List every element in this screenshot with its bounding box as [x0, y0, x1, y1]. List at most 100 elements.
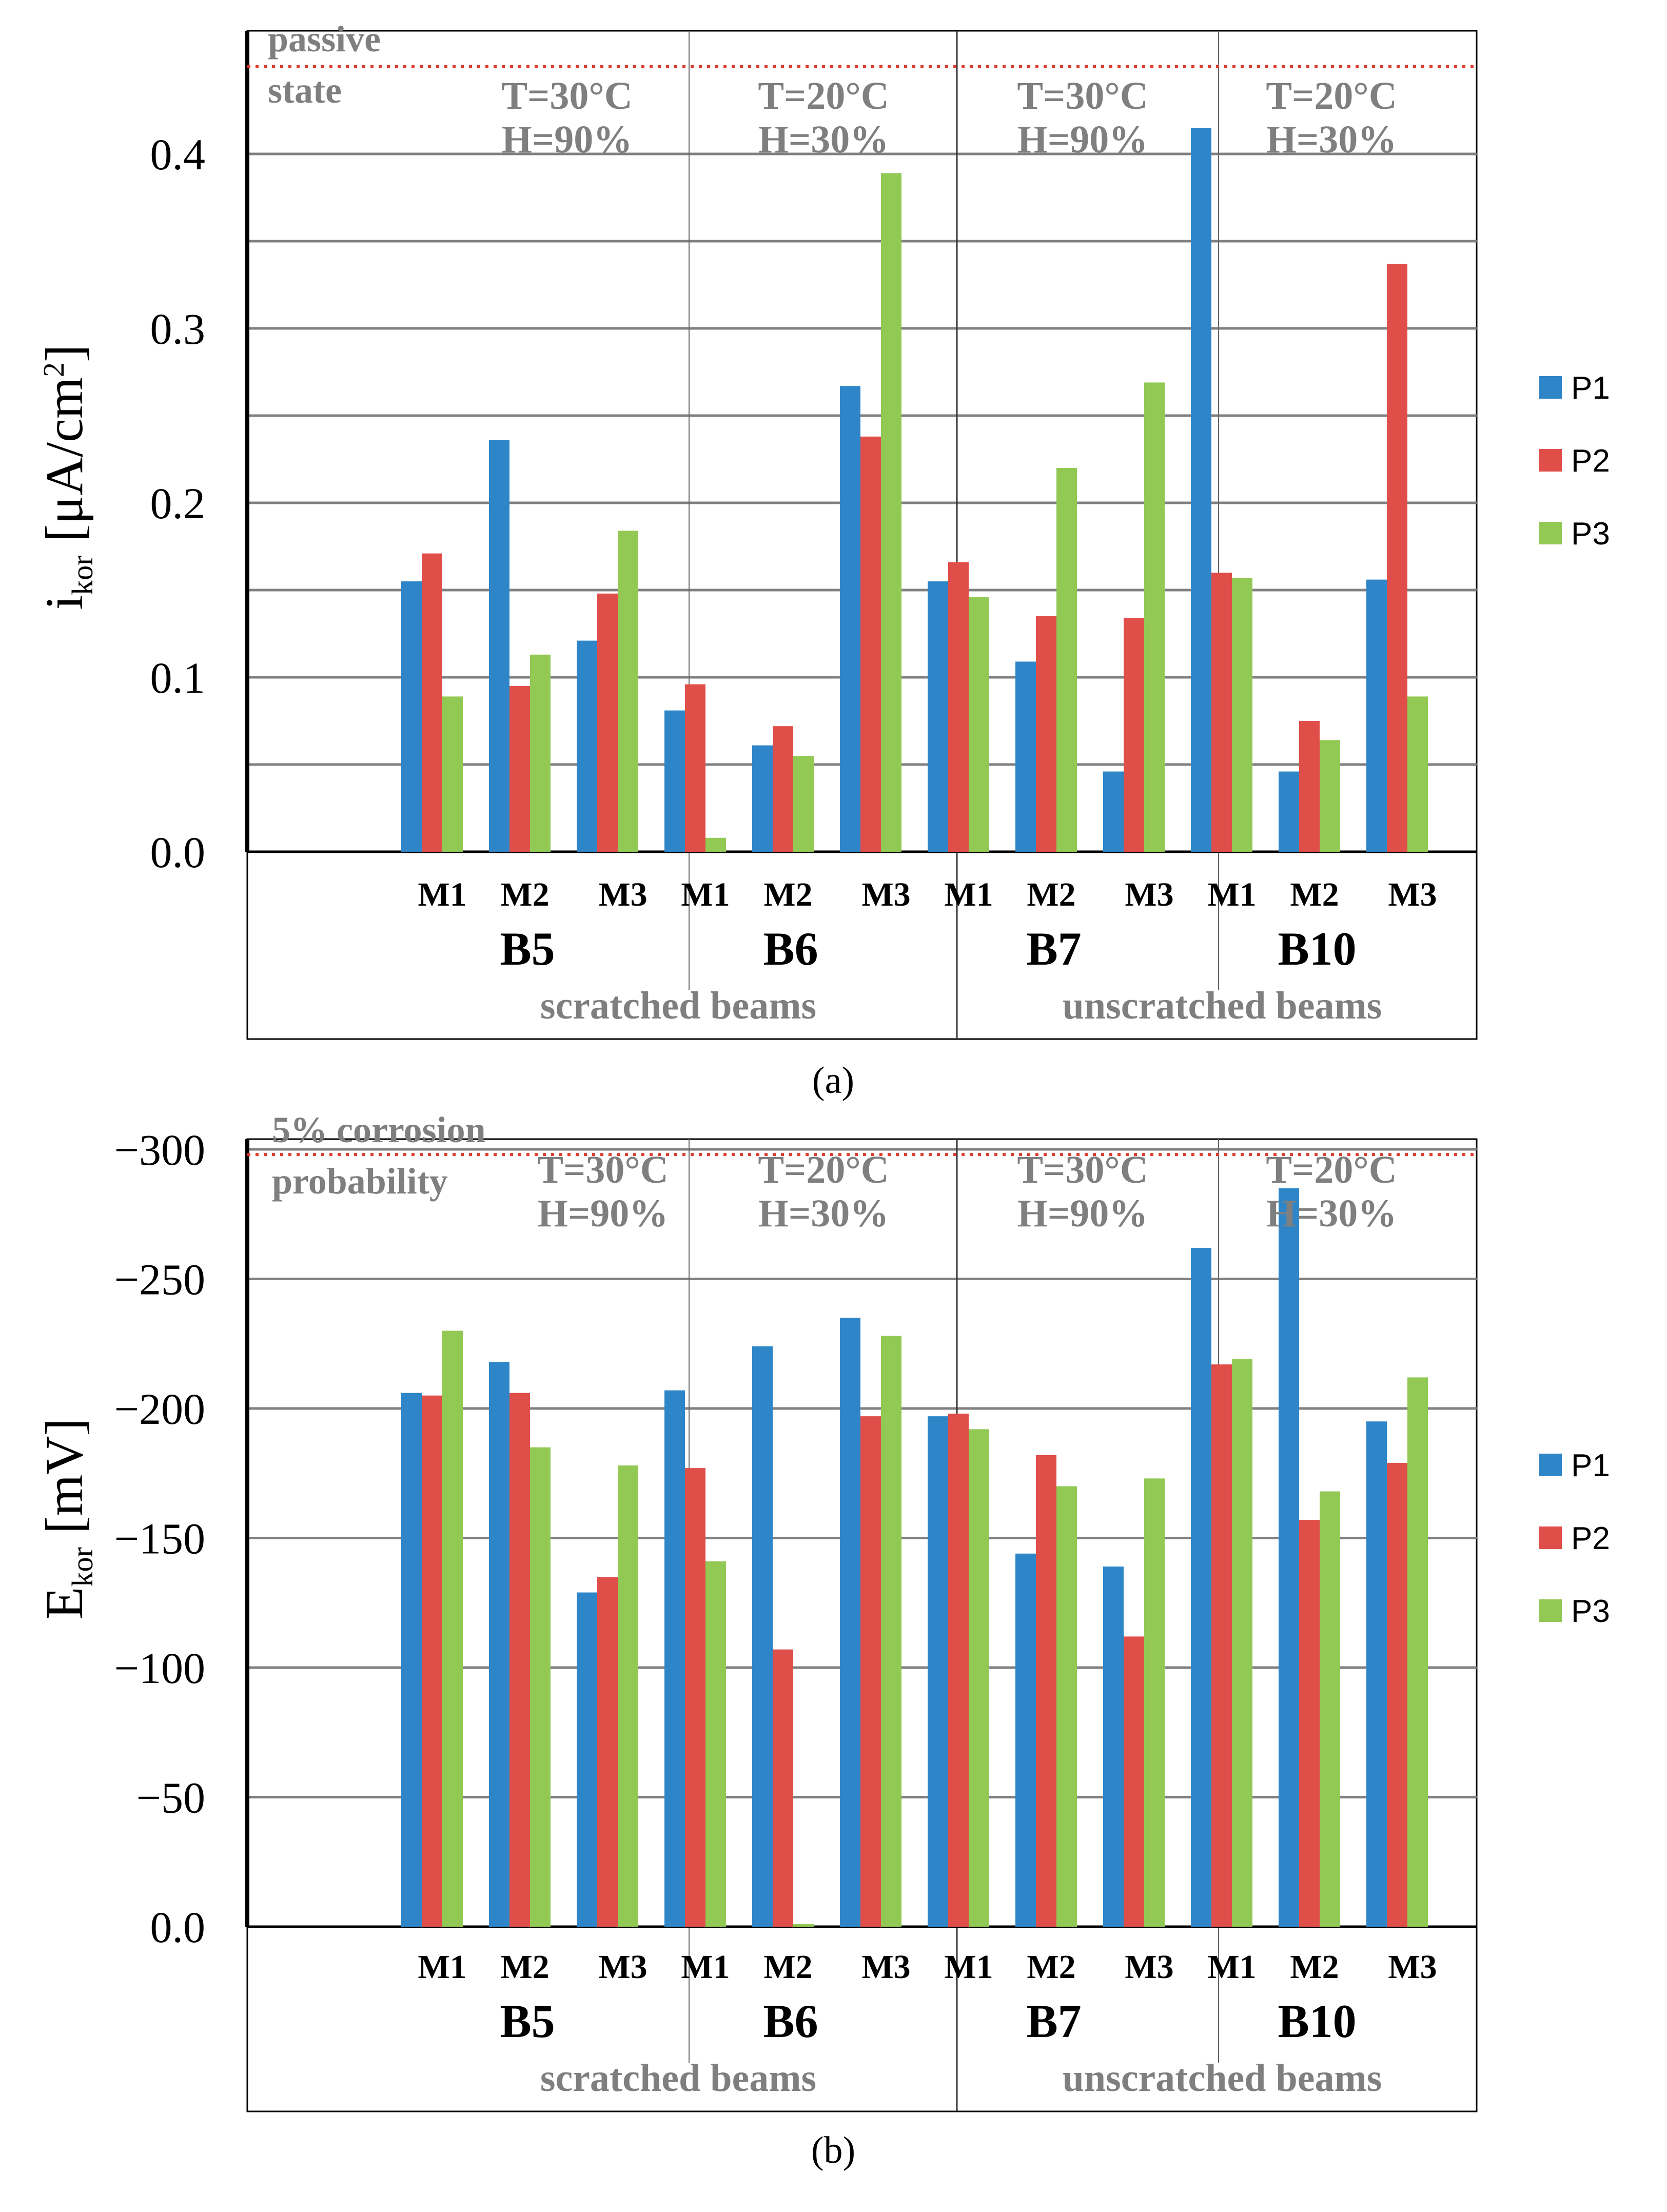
y-tick-label: −100	[114, 1643, 205, 1693]
legend-label: P3	[1571, 516, 1610, 552]
y-axis-title-unit: [mV]	[35, 1418, 94, 1547]
bar-b10-m1-p3	[1232, 1359, 1252, 1927]
bar-b7-m1-p1	[928, 1416, 948, 1927]
y-tick-label: −300	[114, 1125, 205, 1174]
beam-label: B6	[763, 1995, 818, 2047]
bar-b5-m1-p3	[442, 1330, 463, 1927]
measurement-label: M2	[1290, 876, 1339, 913]
condition-label: H=30%	[1266, 118, 1397, 161]
measurement-label: M2	[763, 876, 812, 913]
measurement-label: M3	[1125, 1948, 1173, 1986]
condition-label: T=20°C	[758, 1148, 889, 1191]
panel-caption: (b)	[811, 2129, 855, 2171]
measurement-label: M2	[1027, 1948, 1075, 1986]
y-tick-label: 0.1	[150, 653, 206, 702]
y-axis-title: Ekor [mV]	[35, 1418, 99, 1619]
legend-swatch-p3	[1539, 1599, 1562, 1622]
condition-label: T=20°C	[1266, 74, 1397, 118]
condition-label: T=30°C	[537, 1148, 668, 1191]
bar-b5-m2-p1	[489, 1362, 509, 1927]
measurement-label: M3	[861, 1948, 910, 1986]
bar-b5-m3-p2	[597, 1577, 618, 1927]
bar-b5-m3-p2	[597, 593, 618, 852]
bar-b7-m2-p3	[1056, 468, 1077, 852]
bar-b10-m3-p1	[1366, 1421, 1387, 1927]
condition-label: T=30°C	[1017, 74, 1148, 118]
bar-b6-m1-p2	[685, 684, 705, 852]
legend-label: P3	[1571, 1594, 1610, 1629]
bar-b5-m2-p3	[530, 654, 551, 852]
bar-b7-m3-p1	[1103, 1567, 1124, 1927]
bar-b7-m3-p3	[1144, 382, 1165, 852]
bar-b10-m3-p2	[1387, 264, 1407, 852]
bar-b7-m1-p2	[948, 562, 969, 852]
bar-b10-m3-p2	[1387, 1463, 1407, 1927]
measurement-label: M2	[500, 876, 549, 913]
panel-caption: (a)	[812, 1060, 854, 1102]
y-axis-title-main: E	[35, 1587, 94, 1620]
y-tick-label: −50	[136, 1773, 205, 1823]
y-tick-label: −250	[114, 1255, 205, 1304]
legend-swatch-p1	[1539, 1454, 1562, 1476]
bar-b7-m3-p3	[1144, 1478, 1165, 1927]
bar-b6-m1-p3	[705, 1561, 726, 1927]
legend-label: P2	[1571, 443, 1610, 479]
y-tick-label: 0.3	[150, 304, 206, 354]
beam-label: B5	[500, 923, 555, 975]
bar-b10-m3-p3	[1407, 1377, 1428, 1927]
condition-label: T=20°C	[758, 74, 889, 118]
legend-swatch-p1	[1539, 376, 1562, 399]
group-label: unscratched beams	[1063, 984, 1382, 1027]
beam-label: B5	[500, 1995, 555, 2047]
measurement-label: M3	[598, 876, 647, 913]
bar-b10-m2-p3	[1320, 1491, 1340, 1927]
measurement-label: M1	[944, 876, 993, 913]
bar-b6-m1-p1	[664, 710, 685, 852]
threshold-label: state	[268, 70, 342, 111]
beam-label: B7	[1026, 923, 1081, 975]
bar-b6-m3-p1	[840, 386, 860, 852]
measurement-label: M2	[1027, 876, 1075, 913]
bar-b10-m3-p3	[1407, 696, 1428, 852]
measurement-label: M1	[1207, 876, 1256, 913]
measurement-label: M3	[598, 1948, 647, 1986]
bar-b5-m3-p1	[577, 640, 597, 852]
bar-b7-m3-p1	[1103, 771, 1124, 852]
bar-b10-m1-p1	[1191, 1247, 1211, 1927]
threshold-label: passive	[268, 18, 381, 60]
measurement-label: M1	[418, 1948, 466, 1986]
bar-b7-m3-p2	[1124, 618, 1144, 852]
bar-b5-m1-p1	[401, 1393, 422, 1927]
bar-b6-m1-p1	[664, 1390, 685, 1927]
bar-b10-m2-p1	[1279, 1188, 1299, 1927]
bar-b7-m2-p3	[1056, 1486, 1077, 1927]
condition-label: T=30°C	[501, 74, 632, 118]
chart-panel-a: passive state 0.0 0.1 0.2 0.3 0.4 ikor [μA/cm2]…	[35, 18, 1610, 1102]
measurement-label: M1	[681, 876, 730, 913]
condition-label: T=20°C	[1266, 1148, 1397, 1191]
measurement-label: M3	[1388, 876, 1437, 913]
bar-b5-m2-p2	[509, 1393, 530, 1927]
y-tick-label: 0.0	[150, 1903, 206, 1952]
condition-label: H=90%	[538, 1192, 668, 1235]
bar-b5-m3-p3	[618, 531, 638, 852]
bar-b7-m2-p2	[1036, 616, 1056, 852]
condition-label: H=90%	[1017, 118, 1148, 161]
bar-b10-m2-p1	[1279, 771, 1299, 852]
bar-b10-m1-p2	[1211, 1364, 1232, 1927]
group-label: scratched beams	[540, 2057, 816, 2100]
beam-label: B10	[1278, 1995, 1356, 2047]
condition-label: H=30%	[758, 118, 889, 161]
bar-b6-m1-p3	[705, 837, 726, 852]
bar-b5-m3-p3	[618, 1465, 638, 1927]
y-axis-title-unit: [μA/cm	[35, 377, 94, 555]
bar-b10-m1-p1	[1191, 128, 1211, 852]
bar-b7-m1-p2	[948, 1414, 969, 1927]
condition-label: H=90%	[1017, 1192, 1148, 1235]
measurement-label: M2	[500, 1948, 549, 1986]
y-tick-label: 0.0	[150, 828, 206, 877]
bar-b6-m2-p3	[793, 756, 814, 852]
bar-b10-m2-p3	[1320, 740, 1340, 852]
bar-b7-m3-p2	[1124, 1636, 1144, 1927]
